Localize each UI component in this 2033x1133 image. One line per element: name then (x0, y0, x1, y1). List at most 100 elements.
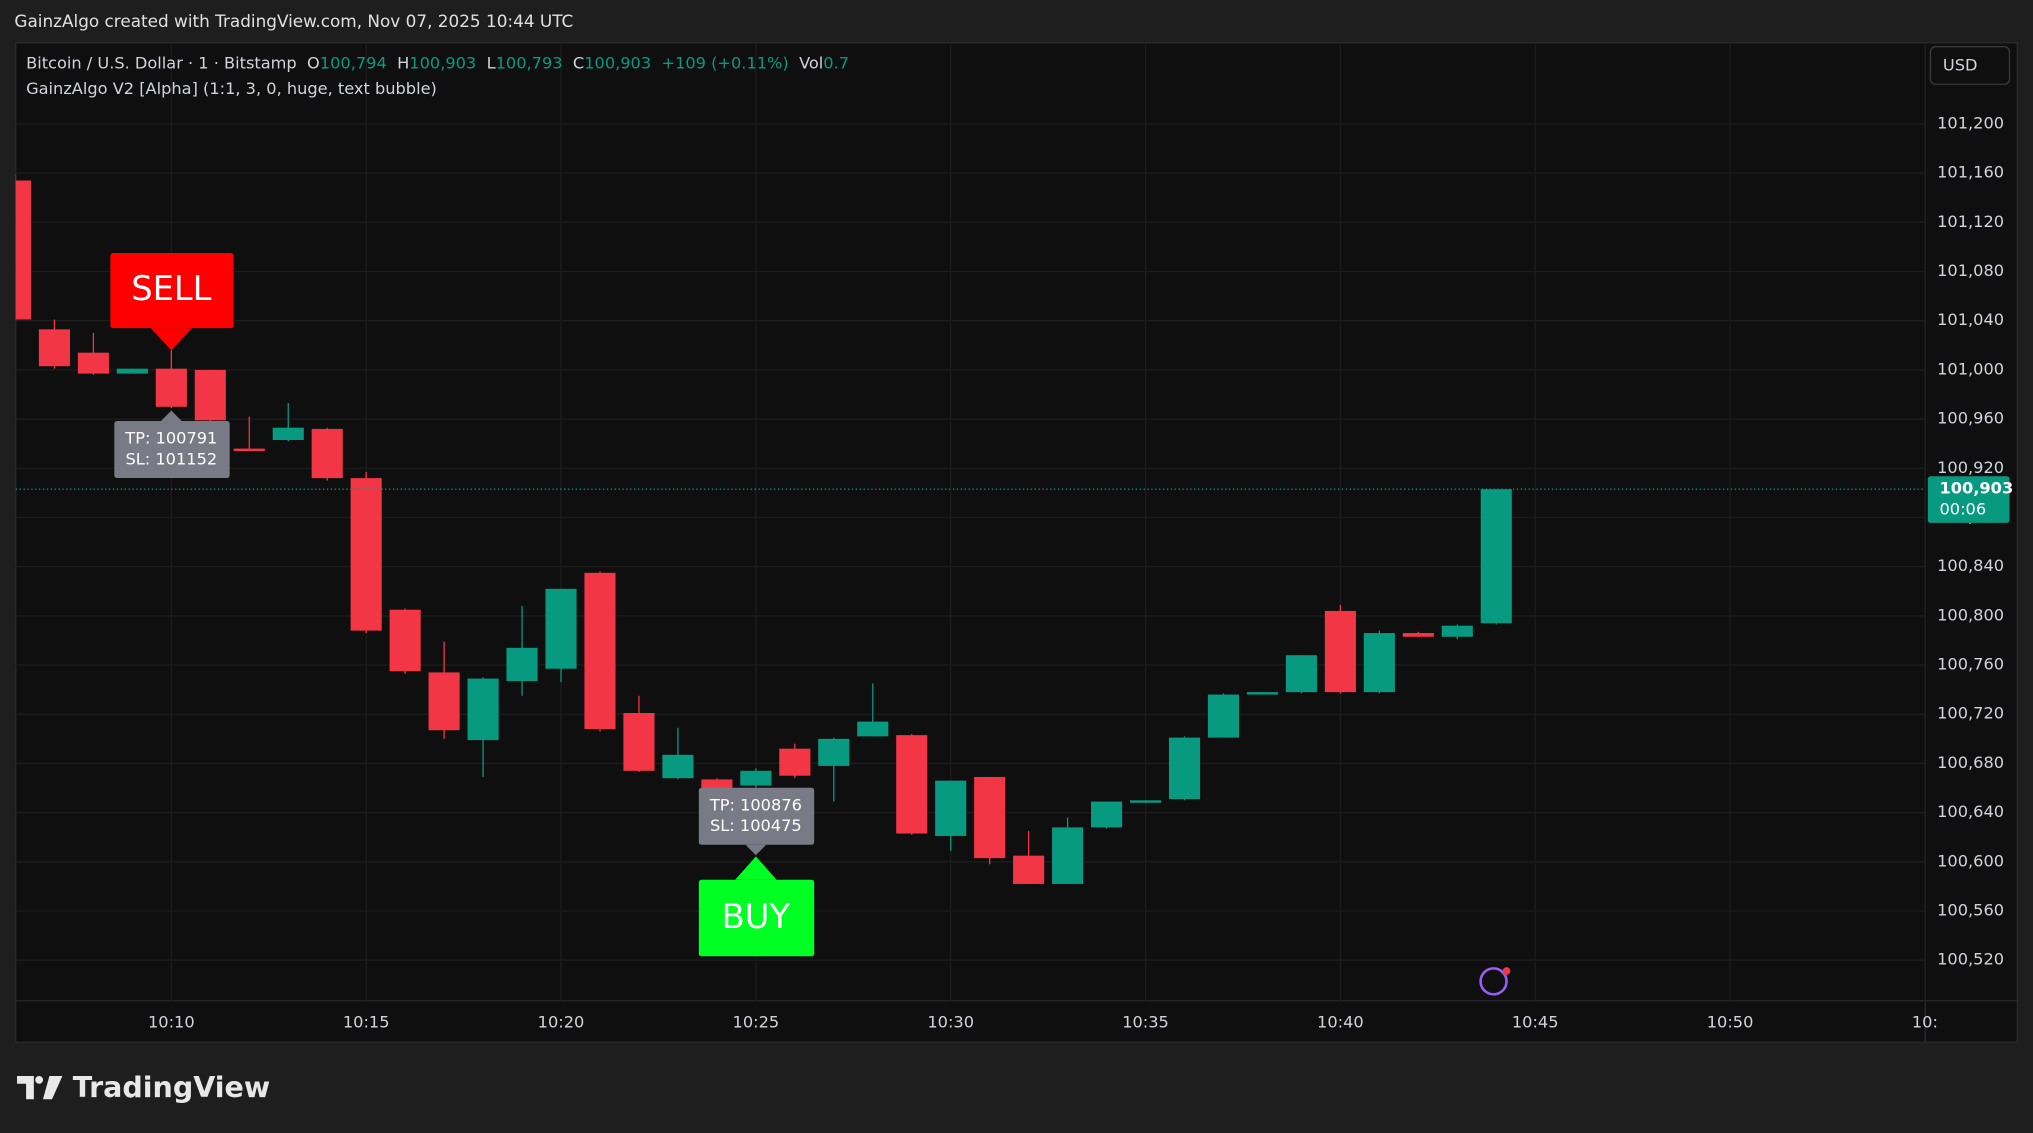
change: +109 (+0.11%) (662, 53, 789, 72)
x-tick-label: 10:50 (1707, 1012, 1754, 1031)
candle-body (1168, 737, 1201, 800)
candle-body (428, 672, 460, 731)
y-tick-label: 101,200 (1937, 113, 2004, 132)
tp: TP: 100876 (709, 795, 802, 814)
low-label: L (487, 53, 496, 72)
y-tick-label: 100,920 (1937, 458, 2004, 477)
signal: TP: 100876 SL: 100475 BUY (698, 787, 815, 957)
candle-body (1207, 694, 1240, 738)
candle-body (1129, 800, 1162, 803)
candle-body (389, 609, 421, 672)
candle-body (623, 713, 655, 771)
signal-box (110, 252, 234, 329)
candle-body (15, 180, 32, 320)
currency[interactable]: USD (1943, 56, 1978, 75)
tp-sl-box (114, 420, 230, 479)
candle-body (896, 735, 928, 834)
candle-body (1013, 855, 1045, 884)
caption: GainzAlgo created with TradingView.com, … (14, 11, 573, 31)
candle-body (1402, 633, 1434, 637)
candle-body (155, 368, 187, 407)
vol-label: Vol (799, 53, 823, 72)
assistant-icon[interactable] (1479, 967, 1508, 996)
tp: TP: 100791 (124, 429, 217, 448)
x-tick-label: 10:20 (538, 1012, 585, 1031)
y-tick-label: 100,960 (1937, 409, 2004, 428)
candle-body (467, 678, 499, 741)
y-tick-label: 100,680 (1937, 753, 2004, 772)
y-tick-label: 100,600 (1937, 851, 2004, 870)
y-tick-label: 100,560 (1937, 900, 2004, 919)
signal-pointer (735, 856, 777, 880)
candle-body (779, 748, 811, 776)
x-tick-label: 10:45 (1512, 1012, 1559, 1031)
y-tick-label: 101,120 (1937, 212, 2004, 231)
candle-body (1480, 489, 1512, 624)
candle-body (584, 572, 616, 729)
candle-body (662, 754, 694, 779)
y-tick-label: 100,720 (1937, 704, 2004, 723)
x-tick-label: 10:10 (148, 1012, 195, 1031)
high-value: 100,903 (409, 53, 476, 72)
chart-pane (15, 42, 2018, 1043)
candle-body (233, 448, 265, 452)
close-label: C (573, 53, 584, 72)
plot (15, 174, 1926, 884)
candle-body (116, 368, 148, 374)
y-tick-label: 100,840 (1937, 556, 2004, 575)
sl: SL: 100475 (710, 816, 802, 835)
indicator: GainzAlgo V2 [Alpha] (1:1, 3, 0, huge, t… (26, 79, 437, 98)
y-tick-label: 100,520 (1937, 950, 2004, 969)
candle-body (1246, 692, 1278, 695)
signal-label: BUY (722, 897, 791, 936)
countdown: 00:06 (1939, 499, 1986, 518)
candle-body (38, 329, 70, 367)
signal-label: SELL (131, 269, 211, 308)
y-tick-label: 101,160 (1937, 163, 2004, 182)
x-tick-label: 10:35 (1122, 1012, 1169, 1031)
candle-body (506, 647, 538, 682)
candle-body (1363, 633, 1395, 693)
legend-line: Bitcoin / U.S. Dollar · 1 · Bitstamp O10… (26, 53, 849, 72)
x-tick-label: 10:40 (1317, 1012, 1364, 1031)
tp-sl-box (698, 787, 815, 845)
y-tick-label: 101,000 (1937, 359, 2004, 378)
close-value: 100,903 (584, 53, 651, 72)
x-tick-label: 10:25 (733, 1012, 780, 1031)
high-label: H (397, 53, 409, 72)
signal-box (698, 879, 815, 957)
candle-body (194, 369, 226, 421)
symbol: Bitcoin / U.S. Dollar · 1 · Bitstamp (26, 53, 297, 72)
y-tick-label: 100,640 (1937, 802, 2004, 821)
candle-body (740, 770, 772, 786)
x-tick-label: 10: (1912, 1012, 1938, 1031)
sl: SL: 101152 (125, 449, 217, 468)
candle-body (1324, 610, 1356, 693)
currency-button[interactable] (1929, 46, 2011, 85)
logo-mark (17, 1075, 63, 1100)
candle-body (350, 478, 382, 631)
tp-sl-pointer (160, 410, 182, 421)
candle-body (701, 779, 733, 789)
open-value: 100,794 (320, 53, 387, 72)
vol-value: 0.7 (823, 53, 849, 72)
candle-body (1441, 625, 1473, 637)
candle-body (935, 780, 967, 836)
y-tick-label: 101,040 (1937, 310, 2004, 329)
x-tick-label: 10:15 (343, 1012, 390, 1031)
candle-body (311, 428, 343, 479)
candle-body (974, 776, 1006, 859)
low-value: 100,793 (496, 53, 563, 72)
y-tick-label: 101,080 (1937, 261, 2004, 280)
candle-body (545, 588, 577, 669)
candle-body (1285, 655, 1317, 693)
axes: 100,520 100,560 100,600 100,640 100,680 100,7… (148, 113, 2013, 1031)
x-tick-label: 10:30 (927, 1012, 974, 1031)
y-tick-label: 100,760 (1937, 655, 2004, 674)
open-label: O (307, 53, 320, 72)
candle-body (1091, 801, 1123, 828)
price-badge (1927, 476, 2010, 523)
